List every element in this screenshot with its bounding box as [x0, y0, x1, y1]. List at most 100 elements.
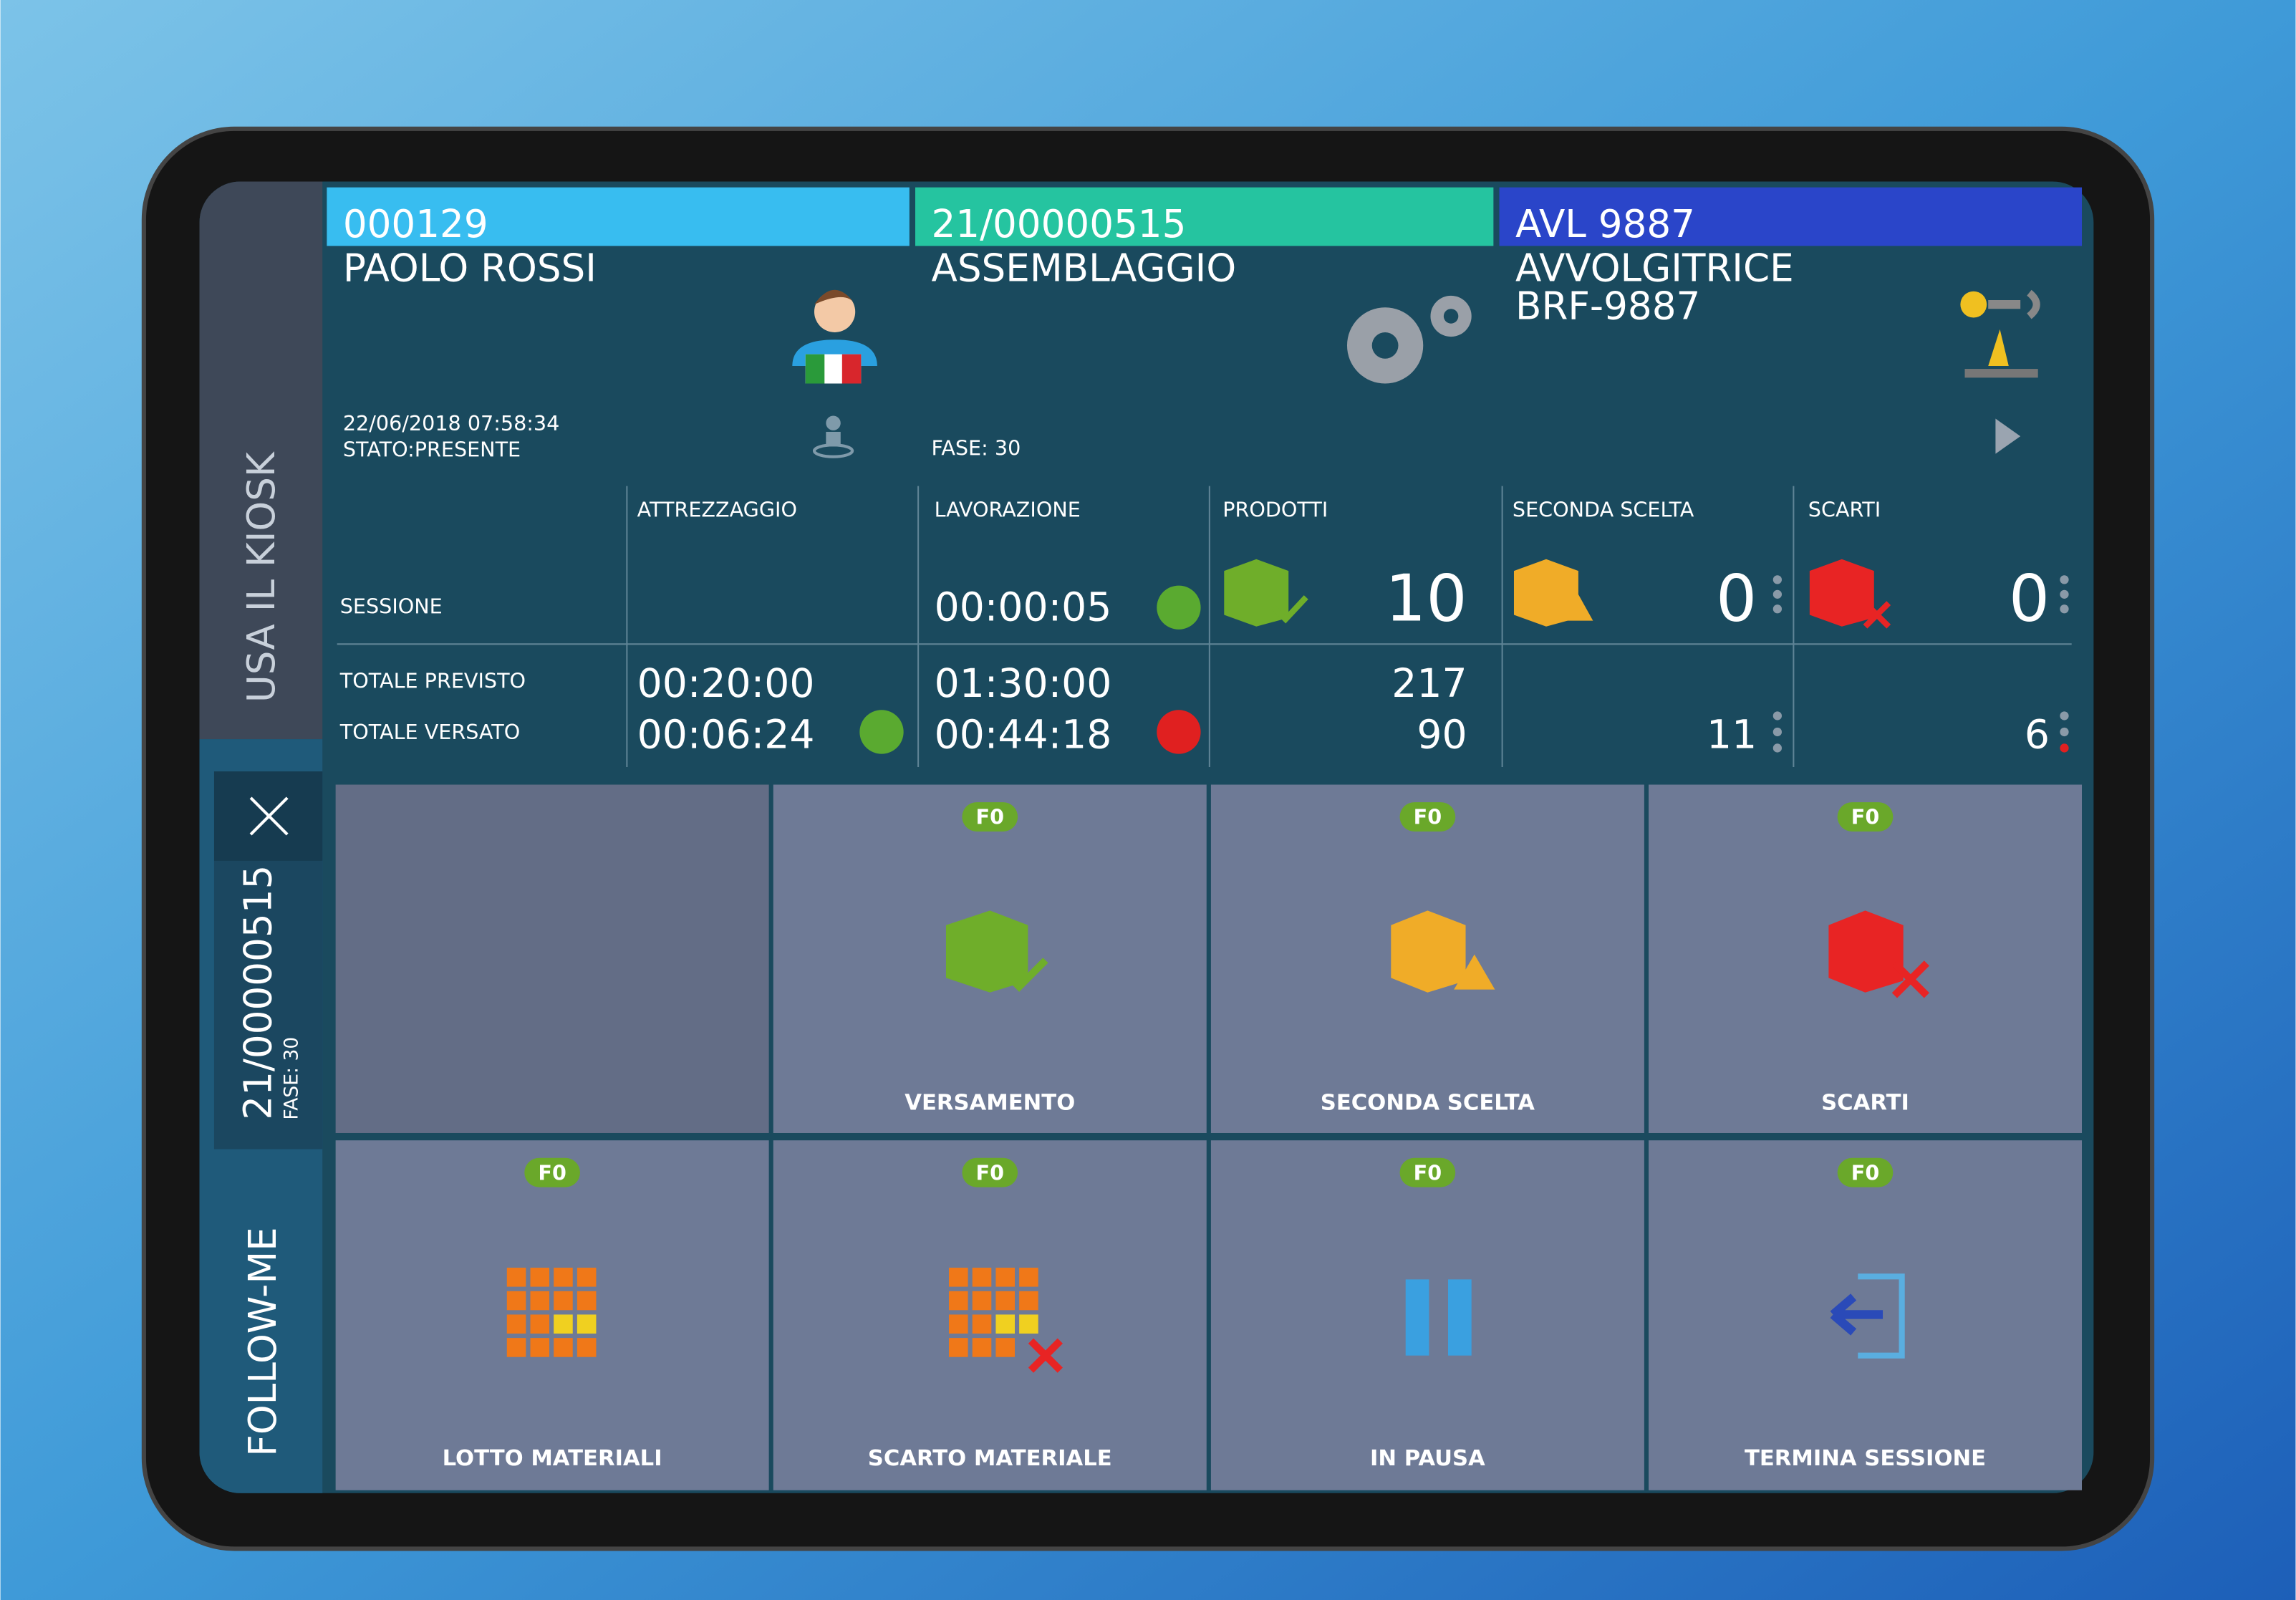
icon: [1019, 1268, 1038, 1287]
icon: [554, 1338, 573, 1357]
button-label: VERSAMENTO: [905, 1090, 1075, 1115]
icon: [506, 1338, 526, 1357]
order-bar: [915, 187, 1494, 246]
action-button[interactable]: F0 SCARTI: [1649, 784, 2083, 1133]
machine-code: AVL 9887: [1515, 202, 1695, 246]
icon: [995, 1338, 1016, 1357]
key-label: F0: [1414, 1160, 1442, 1185]
icon: [1405, 1279, 1429, 1356]
stat-value: 0: [1716, 562, 1757, 637]
machine-model: BRF-9887: [1515, 284, 1700, 329]
action-button[interactable]: F0 VERSAMENTO: [773, 784, 1207, 1133]
row-label: TOTALE VERSATO: [339, 720, 521, 744]
empty-tile: [335, 784, 769, 1133]
icon: [995, 1314, 1016, 1334]
button-label: SCARTI: [1821, 1090, 1909, 1115]
icon: [1028, 1338, 1063, 1373]
stat-value: 10: [1385, 562, 1467, 637]
key-label: F0: [1851, 805, 1879, 829]
key-label: F0: [538, 1160, 566, 1185]
order-phase: FASE: 30: [932, 436, 1021, 461]
action-button[interactable]: F0 SCARTO MATERIALE: [773, 1140, 1207, 1490]
operator-code: 000129: [343, 202, 488, 246]
button-label: TERMINA SESSIONE: [1745, 1446, 1986, 1471]
status-icons: [859, 559, 2069, 754]
icon: [554, 1268, 573, 1287]
icon: [506, 1291, 526, 1311]
key-label: F0: [976, 805, 1004, 829]
row-label: SESSIONE: [340, 594, 443, 618]
column-header: SECONDA SCELTA: [1513, 498, 1694, 522]
operator-status: STATO:PRESENTE: [343, 438, 521, 462]
icon: [949, 1268, 968, 1287]
key-badge: [524, 1157, 580, 1187]
icon: [1002, 958, 1048, 992]
kiosk-tab[interactable]: [199, 181, 323, 740]
icon: [972, 1291, 992, 1311]
key-badge: [962, 1157, 1018, 1187]
stat-value: 00:00:05: [935, 585, 1112, 631]
icon: [1830, 1293, 1883, 1336]
icon: [577, 1338, 597, 1357]
icon: [995, 1291, 1016, 1311]
icon: [1448, 1279, 1472, 1356]
icon: [1019, 1314, 1038, 1334]
robot-icon: [1960, 289, 2040, 378]
stats-grid: [337, 486, 2072, 768]
operator-datetime: 22/06/2018 07:58:34: [343, 411, 559, 435]
order-code: 21/00000515: [932, 202, 1187, 246]
key-label: F0: [976, 1160, 1004, 1185]
next-button[interactable]: [1995, 418, 2021, 454]
icon: [506, 1314, 526, 1334]
column-header: ATTREZZAGGIO: [637, 498, 797, 522]
action-button[interactable]: F0 LOTTO MATERIALI: [335, 1140, 769, 1490]
icon: [1391, 910, 1466, 993]
row-label: TOTALE PREVISTO: [339, 669, 526, 693]
icon: [1454, 954, 1495, 990]
operator-icon: [792, 289, 877, 384]
icon: [949, 1314, 968, 1334]
column-header: LAVORAZIONE: [935, 498, 1081, 522]
button-label: IN PAUSA: [1370, 1446, 1485, 1471]
icon: [577, 1291, 597, 1311]
button-bg: [335, 1140, 769, 1490]
icon: [577, 1314, 597, 1334]
action-button[interactable]: F0 IN PAUSA: [1210, 1140, 1644, 1490]
kiosk-label: USA IL KIOSK: [239, 451, 284, 703]
key-badge: [1399, 1157, 1456, 1187]
icon: [949, 1338, 968, 1357]
column-header: PRODOTTI: [1222, 498, 1328, 522]
icon: [554, 1314, 573, 1334]
icon: [1891, 960, 1929, 998]
operator-bar: [327, 187, 910, 246]
action-button[interactable]: F0 SECONDA SCELTA: [1210, 784, 1644, 1133]
presence-icon: [812, 415, 854, 458]
icon: [530, 1314, 550, 1334]
stat-value: 217: [1391, 661, 1467, 707]
session-phase: FASE: 30: [280, 1037, 302, 1120]
stat-value: 00:20:00: [637, 661, 815, 707]
icon: [949, 1291, 968, 1311]
stat-value: 00:06:24: [637, 712, 815, 758]
icon: [530, 1291, 550, 1311]
stat-value: 0: [2009, 562, 2050, 637]
action-button[interactable]: F0 TERMINA SESSIONE: [1649, 1140, 2083, 1490]
stat-value: 11: [1707, 712, 1757, 758]
session-order: 21/00000515: [236, 865, 281, 1120]
icon: [1828, 910, 1904, 993]
machine-name: AVVOLGITRICE: [1515, 246, 1794, 290]
key-badge: [962, 802, 1018, 832]
key-badge: [1837, 1157, 1894, 1187]
key-label: F0: [1851, 1160, 1879, 1185]
button-label: SECONDA SCELTA: [1321, 1090, 1535, 1115]
icon: [1019, 1291, 1038, 1311]
icon: [1858, 1273, 1905, 1359]
icon: [577, 1268, 597, 1287]
gears-icon: [1346, 295, 1472, 384]
key-label: F0: [1414, 805, 1442, 829]
key-badge: [1837, 802, 1894, 832]
icon: [554, 1291, 573, 1311]
order-name: ASSEMBLAGGIO: [932, 246, 1237, 290]
icon: [995, 1268, 1016, 1287]
